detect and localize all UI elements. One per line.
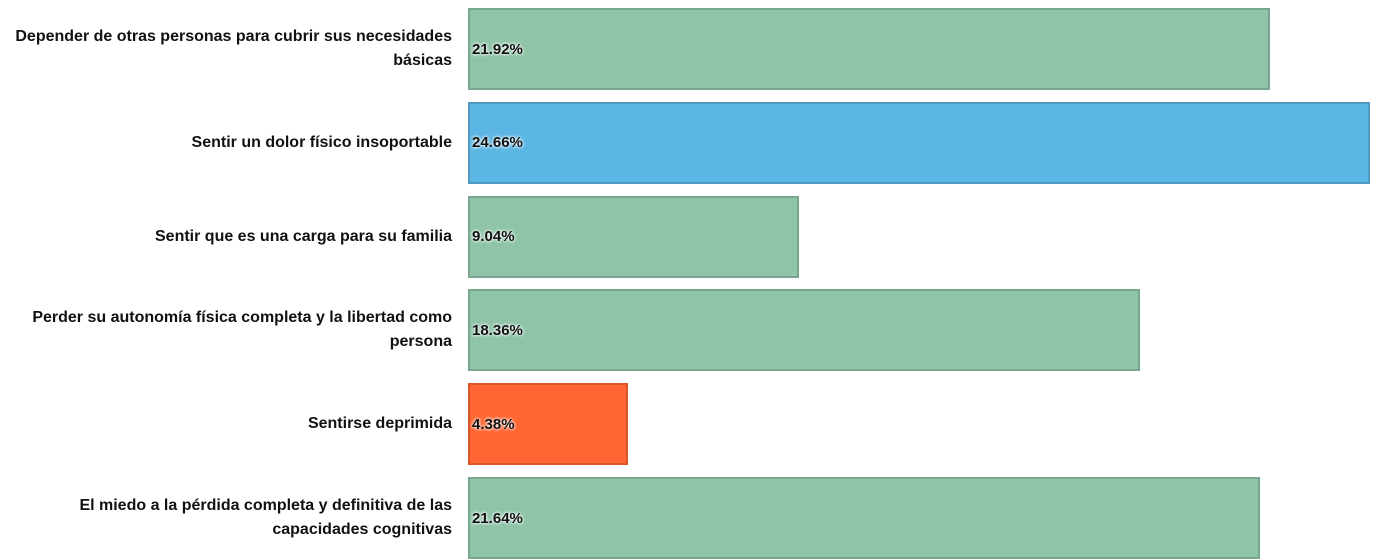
value-label: 18.36% bbox=[472, 321, 523, 339]
bar bbox=[468, 195, 799, 278]
bar bbox=[468, 477, 1260, 559]
category-label: Sentir que es una carga para su familia bbox=[155, 227, 452, 245]
bar bbox=[468, 8, 1270, 90]
value-label: 24.66% bbox=[472, 134, 523, 152]
category-label: Perder su autonomía física completa y la… bbox=[32, 309, 452, 351]
category-label: Sentirse deprimida bbox=[307, 415, 452, 433]
category-label: Sentir un dolor físico insoportable bbox=[191, 133, 452, 151]
value-label: 21.92% bbox=[472, 40, 523, 58]
category-label: El miedo a la pérdida completa y definit… bbox=[79, 497, 452, 538]
bar bbox=[468, 289, 1140, 372]
value-label: 9.04% bbox=[472, 228, 515, 246]
value-label: 21.64% bbox=[472, 509, 523, 527]
bar bbox=[468, 383, 629, 466]
value-label: 4.38% bbox=[472, 415, 515, 433]
category-label: Depender de otras personas para cubrir s… bbox=[15, 28, 452, 69]
bar bbox=[468, 101, 1370, 184]
